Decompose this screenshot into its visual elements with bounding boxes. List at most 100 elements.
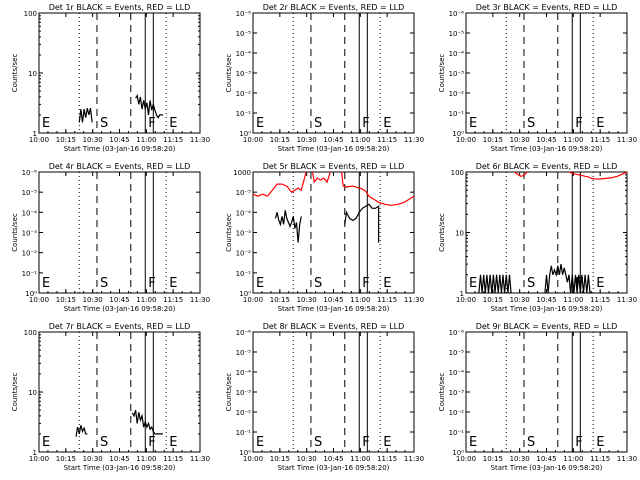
x-tick-label: 10:15	[483, 296, 503, 304]
y-tick-label: 10⁻³	[236, 230, 252, 238]
x-tick-label: 11:00	[563, 455, 583, 463]
y-tick-label: 10⁻¹	[449, 110, 465, 118]
x-tick-label: 10:30	[297, 296, 317, 304]
x-tick-label: 10:45	[323, 296, 343, 304]
x-tick-label: 10:00	[456, 455, 476, 463]
marker-label: E	[469, 116, 477, 131]
chart-title: Det 1r BLACK = Events, RED = LLD	[49, 3, 191, 12]
y-tick-label: 10⁻²	[449, 90, 465, 98]
y-tick-label: 10⁻⁵	[236, 189, 252, 197]
marker-label: S	[314, 116, 322, 131]
x-tick-label: 10:00	[243, 296, 263, 304]
event-rate-line	[131, 409, 163, 435]
x-tick-label: 10:15	[56, 455, 76, 463]
event-rate-line	[478, 274, 512, 294]
x-tick-label: 11:30	[404, 455, 424, 463]
marker-label: F	[575, 435, 582, 450]
marker-label: F	[362, 116, 369, 131]
x-tick-label: 10:45	[109, 136, 129, 144]
marker-label: S	[100, 276, 108, 291]
x-tick-label: 11:00	[563, 296, 583, 304]
marker-label: E	[383, 116, 391, 131]
y-tick-label: 10⁻⁴	[449, 50, 465, 58]
x-axis-label: Start Time (03-Jan-16 09:58:20)	[491, 305, 603, 313]
y-tick-label: 10⁻⁴	[22, 209, 38, 217]
x-tick-label: 10:00	[243, 136, 263, 144]
plot-frame	[38, 331, 201, 453]
event-rate-line	[78, 107, 93, 123]
marker-label: E	[256, 435, 264, 450]
panel-6: Det 6r BLACK = Events, RED = LLD 1 10 100 Co…	[438, 162, 637, 313]
x-tick-label: 10:45	[536, 455, 556, 463]
marker-label: S	[527, 116, 535, 131]
plot-frame	[38, 171, 201, 294]
marker-label: F	[148, 116, 155, 131]
x-tick-label: 11:15	[377, 455, 397, 463]
x-axis-label: Start Time (03-Jan-16 09:58:20)	[491, 464, 603, 472]
y-tick-label: 10⁻⁵	[236, 349, 252, 357]
y-axis-label: Counts/sec	[11, 213, 19, 252]
marker-label: E	[596, 116, 604, 131]
marker-label: E	[169, 435, 177, 450]
x-tick-label: 10:30	[510, 136, 530, 144]
x-tick-label: 10:30	[83, 136, 103, 144]
panel-9: Det 9r BLACK = Events, RED = LLD 10⁰ 10⁻¹ 1…	[438, 322, 637, 472]
marker-label: F	[148, 276, 155, 291]
y-tick-label: 10⁻⁵	[449, 349, 465, 357]
marker-label: E	[383, 435, 391, 450]
y-tick-label: 10⁻³	[236, 389, 252, 397]
x-tick-label: 11:00	[350, 296, 370, 304]
panel-2: Det 2r BLACK = Events, RED = LLD 10⁰ 10⁻¹ 1…	[225, 3, 424, 153]
marker-label: E	[256, 276, 264, 291]
marker-label: E	[596, 276, 604, 291]
y-axis-label: Counts/sec	[438, 213, 446, 252]
x-axis-label: Start Time (03-Jan-16 09:58:20)	[278, 145, 390, 153]
marker-label: F	[575, 116, 582, 131]
x-tick-label: 11:00	[136, 136, 156, 144]
x-tick-label: 10:30	[297, 136, 317, 144]
y-tick-label: 10⁻³	[449, 389, 465, 397]
y-tick-label: 10⁻⁶	[449, 10, 465, 18]
x-tick-label: 11:15	[163, 455, 183, 463]
x-tick-label: 10:15	[270, 296, 290, 304]
x-axis-label: Start Time (03-Jan-16 09:58:20)	[64, 305, 176, 313]
x-tick-label: 11:00	[563, 136, 583, 144]
x-tick-label: 10:15	[270, 136, 290, 144]
x-tick-label: 11:30	[617, 136, 637, 144]
y-axis-label: Counts/sec	[11, 373, 19, 412]
panel-8: Det 8r BLACK = Events, RED = LLD 10⁰ 10⁻¹ 1…	[225, 322, 424, 472]
x-tick-label: 11:00	[350, 136, 370, 144]
y-tick-label: 10⁻¹	[449, 429, 465, 437]
x-tick-label: 10:00	[29, 136, 49, 144]
y-tick-label: 10	[455, 230, 464, 238]
y-tick-label: 10⁻²	[236, 250, 252, 258]
marker-label: S	[314, 276, 322, 291]
x-tick-label: 10:15	[56, 296, 76, 304]
x-tick-label: 11:00	[136, 455, 156, 463]
y-tick-label: 10⁻⁵	[22, 189, 38, 197]
event-rate-line	[75, 425, 88, 437]
x-tick-label: 10:15	[270, 455, 290, 463]
x-tick-label: 11:00	[136, 296, 156, 304]
event-rate-line	[544, 264, 591, 294]
x-tick-label: 11:15	[590, 136, 610, 144]
plot-frame	[38, 12, 201, 134]
x-tick-label: 11:30	[190, 136, 210, 144]
y-tick-label: 10⁻¹	[236, 110, 252, 118]
x-tick-label: 10:45	[536, 136, 556, 144]
lld-rate-line	[312, 171, 331, 184]
chart-title: Det 8r BLACK = Events, RED = LLD	[263, 322, 405, 331]
plot-frame	[252, 331, 415, 453]
x-tick-label: 10:45	[109, 455, 129, 463]
y-tick-label: 10⁻⁶	[22, 169, 38, 177]
y-tick-label: 10⁻³	[236, 70, 252, 78]
y-axis-label: Counts/sec	[225, 54, 233, 93]
panel-5: Det 5r BLACK = Events, RED = LLD 10⁰ 10⁻¹ 1…	[225, 162, 424, 313]
y-tick-label: 1	[33, 130, 37, 138]
chart-title: Det 4r BLACK = Events, RED = LLD	[49, 162, 191, 171]
marker-label: S	[527, 276, 535, 291]
x-tick-label: 11:15	[590, 296, 610, 304]
y-tick-label: 10⁰	[25, 290, 37, 298]
y-tick-label: 100	[24, 10, 37, 18]
